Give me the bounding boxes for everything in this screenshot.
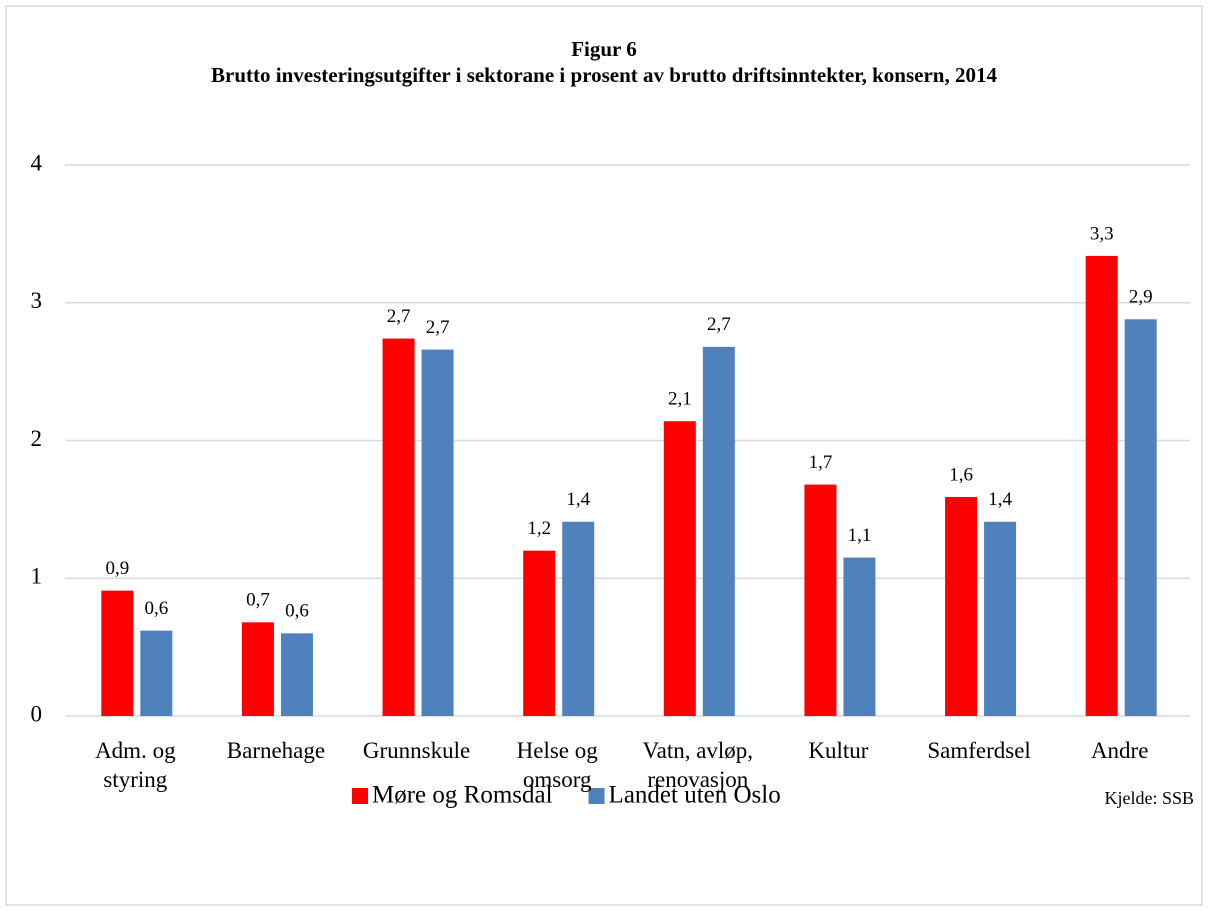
data-label: 3,3 (1090, 223, 1114, 244)
bar (140, 630, 173, 716)
bar (280, 633, 313, 716)
data-label: 0,6 (285, 601, 309, 622)
bar (984, 521, 1017, 716)
chart-subtitle: Brutto investeringsutgifter i sektorane … (211, 63, 997, 87)
bar (1124, 319, 1157, 716)
bar (562, 521, 595, 716)
data-label: 0,6 (144, 598, 168, 619)
x-tick-label: Helse og omsorg (516, 738, 598, 792)
data-label: 1,1 (848, 525, 872, 546)
x-tick-label: Andre (1090, 738, 1149, 763)
bar (523, 550, 556, 716)
y-tick-label: 3 (31, 288, 43, 313)
legend-label: Landet uten Oslo (609, 782, 781, 809)
bar (702, 346, 735, 716)
legend-label: Møre og Romsdal (372, 782, 553, 809)
data-label: 2,7 (707, 314, 731, 335)
source-note: Kjelde: SSB (1104, 788, 1194, 808)
bar (843, 557, 876, 716)
y-tick-label: 0 (31, 701, 43, 726)
data-label: 2,1 (668, 389, 692, 410)
x-tick-label: Kultur (808, 738, 869, 763)
data-label: 2,7 (387, 306, 411, 327)
bar (382, 338, 415, 716)
data-label: 1,2 (527, 518, 551, 539)
legend-swatch (352, 788, 368, 804)
chart-title: Figur 6 (571, 37, 637, 61)
y-tick-label: 1 (31, 564, 43, 589)
bar (421, 349, 454, 716)
bar (663, 421, 696, 716)
chart-border (5, 5, 1203, 906)
x-tick-label: Vatn, avløp, renovasjon (642, 738, 754, 792)
x-tick-label: Adm. og styring (95, 738, 176, 792)
data-label: 0,7 (246, 590, 270, 611)
bar (1085, 255, 1118, 717)
data-label: 2,7 (426, 317, 450, 338)
data-label: 0,9 (105, 558, 129, 579)
x-tick-label: Samferdsel (927, 738, 1031, 763)
y-tick-label: 2 (31, 426, 43, 451)
data-label: 2,9 (1129, 287, 1153, 308)
y-tick-label: 4 (31, 150, 43, 175)
bar (101, 590, 134, 716)
data-label: 1,4 (988, 489, 1012, 510)
bar (241, 622, 274, 716)
data-label: 1,6 (949, 464, 973, 485)
x-tick-label: Barnehage (226, 738, 326, 763)
data-label: 1,7 (809, 452, 833, 473)
x-tick-label: Grunnskule (362, 738, 471, 763)
bar (804, 484, 837, 716)
legend-swatch (588, 788, 605, 804)
bar (945, 496, 978, 716)
data-label: 1,4 (566, 489, 590, 510)
